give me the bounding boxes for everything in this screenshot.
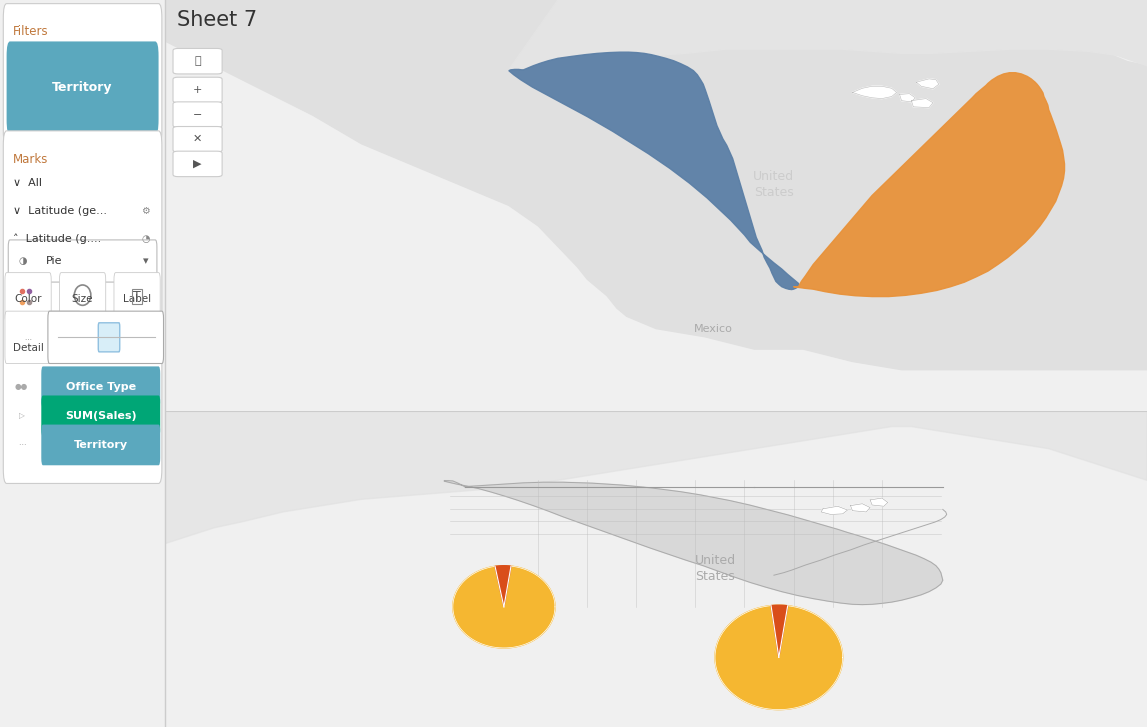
FancyBboxPatch shape [173,126,223,152]
Text: SUM(Sales): SUM(Sales) [65,411,136,421]
FancyBboxPatch shape [99,323,119,352]
Polygon shape [850,504,871,512]
FancyBboxPatch shape [5,311,81,364]
Text: ●●: ●● [15,382,28,391]
FancyBboxPatch shape [114,273,161,322]
Polygon shape [509,52,798,289]
Text: Color: Color [14,294,41,304]
Text: +: + [193,85,202,95]
Text: Territory: Territory [53,81,112,95]
Text: Marks: Marks [14,153,48,166]
Text: T: T [133,290,141,303]
Text: Pie: Pie [46,256,63,266]
FancyBboxPatch shape [3,4,162,145]
Polygon shape [899,94,915,102]
Text: Sheet 7: Sheet 7 [177,10,257,31]
Text: United
States: United States [754,170,795,199]
FancyBboxPatch shape [41,366,161,407]
Polygon shape [509,0,1147,70]
Polygon shape [916,79,939,89]
Text: Mexico: Mexico [694,324,733,334]
Text: ∨  All: ∨ All [14,178,42,188]
Polygon shape [715,606,843,710]
FancyBboxPatch shape [173,77,223,103]
Text: Detail: Detail [13,342,44,353]
Polygon shape [871,498,888,506]
FancyBboxPatch shape [5,273,52,322]
FancyBboxPatch shape [41,425,161,465]
Polygon shape [165,0,1147,369]
Polygon shape [496,566,512,607]
FancyBboxPatch shape [60,273,106,322]
Polygon shape [794,73,1064,297]
Text: ⋯
⋯: ⋯ ⋯ [24,337,32,350]
FancyBboxPatch shape [173,151,223,177]
Text: ∨  Latitude (ge...: ∨ Latitude (ge... [14,206,107,216]
FancyBboxPatch shape [7,41,158,134]
Text: Label: Label [123,294,151,304]
FancyBboxPatch shape [173,102,223,127]
Polygon shape [821,506,848,515]
FancyBboxPatch shape [3,131,162,483]
FancyBboxPatch shape [41,395,161,436]
Text: ˄  Latitude (g....: ˄ Latitude (g.... [14,234,101,244]
Polygon shape [165,411,1147,544]
Text: ◑: ◑ [18,256,28,266]
Text: ▷: ▷ [18,411,24,420]
Polygon shape [444,481,943,605]
FancyBboxPatch shape [173,49,223,74]
Text: ⚙: ⚙ [141,206,150,216]
Polygon shape [852,87,897,99]
Text: 🔍: 🔍 [194,56,201,66]
Text: Office Type: Office Type [65,382,135,392]
Text: United
States: United States [694,555,735,583]
Text: Territory: Territory [73,440,127,450]
Polygon shape [771,606,788,657]
Text: ▶: ▶ [194,159,202,169]
FancyBboxPatch shape [48,311,164,364]
Text: ◔: ◔ [141,234,149,244]
Polygon shape [912,99,933,108]
Text: ✕: ✕ [193,134,202,144]
FancyBboxPatch shape [8,240,157,282]
Text: −: − [193,110,202,120]
Text: ⋯: ⋯ [17,441,25,449]
Text: Filters: Filters [14,25,49,39]
Text: ▾: ▾ [143,256,149,266]
Text: Size: Size [72,294,93,304]
Polygon shape [453,566,555,648]
